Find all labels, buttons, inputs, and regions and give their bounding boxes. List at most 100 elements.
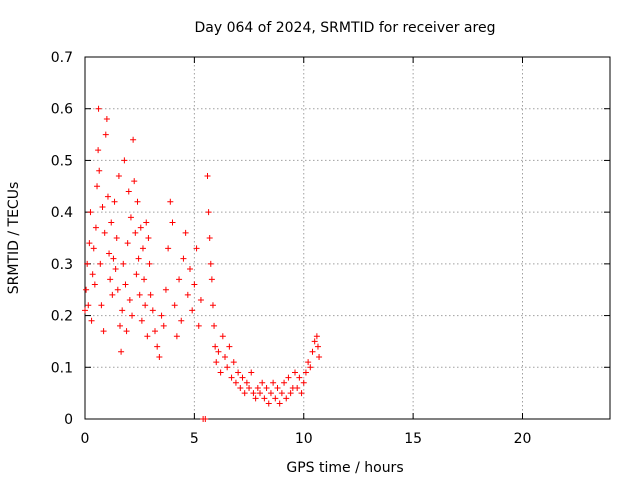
data-point: [187, 266, 193, 273]
data-point: [230, 359, 237, 366]
data-point: [156, 353, 163, 360]
data-point: [134, 198, 141, 205]
data-point: [180, 255, 187, 262]
data-point: [204, 172, 211, 179]
data-point: [239, 374, 246, 381]
data-point: [191, 281, 198, 288]
data-point: [213, 359, 220, 366]
data-point: [267, 390, 274, 397]
data-point: [189, 307, 196, 314]
x-axis-title: GPS time / hours: [286, 460, 403, 476]
data-point: [202, 416, 209, 422]
data-point: [112, 266, 119, 273]
data-point: [248, 369, 255, 376]
data-point: [85, 302, 92, 309]
data-point: [106, 250, 113, 257]
data-point: [197, 297, 204, 304]
data-point: [138, 317, 145, 324]
data-point: [246, 384, 253, 391]
data-point: [144, 333, 151, 340]
data-point: [222, 353, 228, 360]
data-point: [292, 369, 298, 376]
data-point: [142, 302, 149, 309]
y-tick-label: 0: [64, 412, 73, 428]
data-point: [149, 307, 156, 314]
data-point: [257, 390, 263, 397]
data-point: [217, 369, 224, 376]
data-point: [137, 224, 144, 231]
data-point: [82, 307, 88, 314]
data-point: [311, 338, 318, 345]
y-tick-label: 0.6: [51, 102, 73, 118]
data-point: [226, 343, 233, 350]
x-tick-label: 20: [514, 431, 532, 447]
data-point: [184, 291, 191, 298]
data-point: [162, 286, 169, 293]
data-point: [207, 260, 214, 267]
data-point: [109, 291, 116, 298]
data-point: [195, 322, 202, 329]
data-point: [302, 369, 309, 376]
axis-ticks: 0 0.1 0.2 0.3 0.4 0.5 0.6 0.7 0 5 10 15 20: [51, 50, 610, 447]
data-point: [127, 214, 134, 221]
x-tick-label: 0: [81, 431, 90, 447]
data-point: [96, 167, 103, 174]
data-point: [171, 302, 178, 309]
data-point: [261, 395, 268, 402]
data-point: [285, 374, 292, 381]
data-point: [209, 302, 216, 309]
data-point: [103, 116, 110, 123]
data-point: [95, 105, 102, 112]
data-point: [90, 245, 97, 252]
data-point: [276, 400, 283, 407]
data-point: [313, 333, 320, 340]
data-point: [316, 353, 323, 360]
data-point: [89, 271, 96, 278]
data-point: [84, 260, 91, 267]
data-point: [278, 390, 285, 397]
data-point: [124, 240, 131, 247]
data-point: [252, 395, 259, 402]
data-point: [272, 395, 279, 402]
data-point: [119, 307, 126, 314]
data-point: [108, 219, 115, 226]
data-point: [131, 178, 138, 185]
data-point: [173, 333, 180, 340]
data-point: [205, 209, 212, 216]
data-point: [298, 390, 305, 397]
data-point: [83, 286, 90, 293]
data-point: [136, 291, 143, 298]
data-point: [232, 379, 239, 386]
data-point: [139, 245, 146, 252]
data-point: [129, 312, 136, 319]
data-point: [305, 359, 312, 366]
x-tick-label: 5: [190, 431, 199, 447]
data-point: [178, 317, 185, 324]
data-point: [121, 157, 128, 164]
data-point: [97, 260, 104, 267]
data-point: [241, 390, 248, 397]
y-tick-label: 0.4: [51, 205, 73, 221]
y-tick-label: 0.3: [51, 257, 73, 273]
data-point: [228, 374, 235, 381]
data-point: [132, 229, 139, 236]
data-point: [94, 183, 101, 190]
data-point: [117, 322, 123, 329]
data-point: [115, 172, 122, 179]
chart-title: Day 064 of 2024, SRMTID for receiver are…: [195, 20, 496, 36]
data-point: [152, 328, 158, 335]
data-point: [147, 291, 154, 298]
y-axis-title: SRMTID / TECUs: [6, 182, 22, 295]
data-point: [120, 260, 127, 267]
data-point: [126, 297, 133, 304]
y-tick-label: 0.1: [51, 360, 73, 376]
data-point: [182, 229, 189, 236]
grid-lines: [85, 57, 610, 419]
data-point: [160, 322, 167, 329]
data-point: [95, 147, 102, 154]
data-point: [98, 302, 105, 309]
data-point: [158, 312, 165, 319]
data-points: [82, 105, 323, 422]
data-point: [154, 343, 161, 350]
